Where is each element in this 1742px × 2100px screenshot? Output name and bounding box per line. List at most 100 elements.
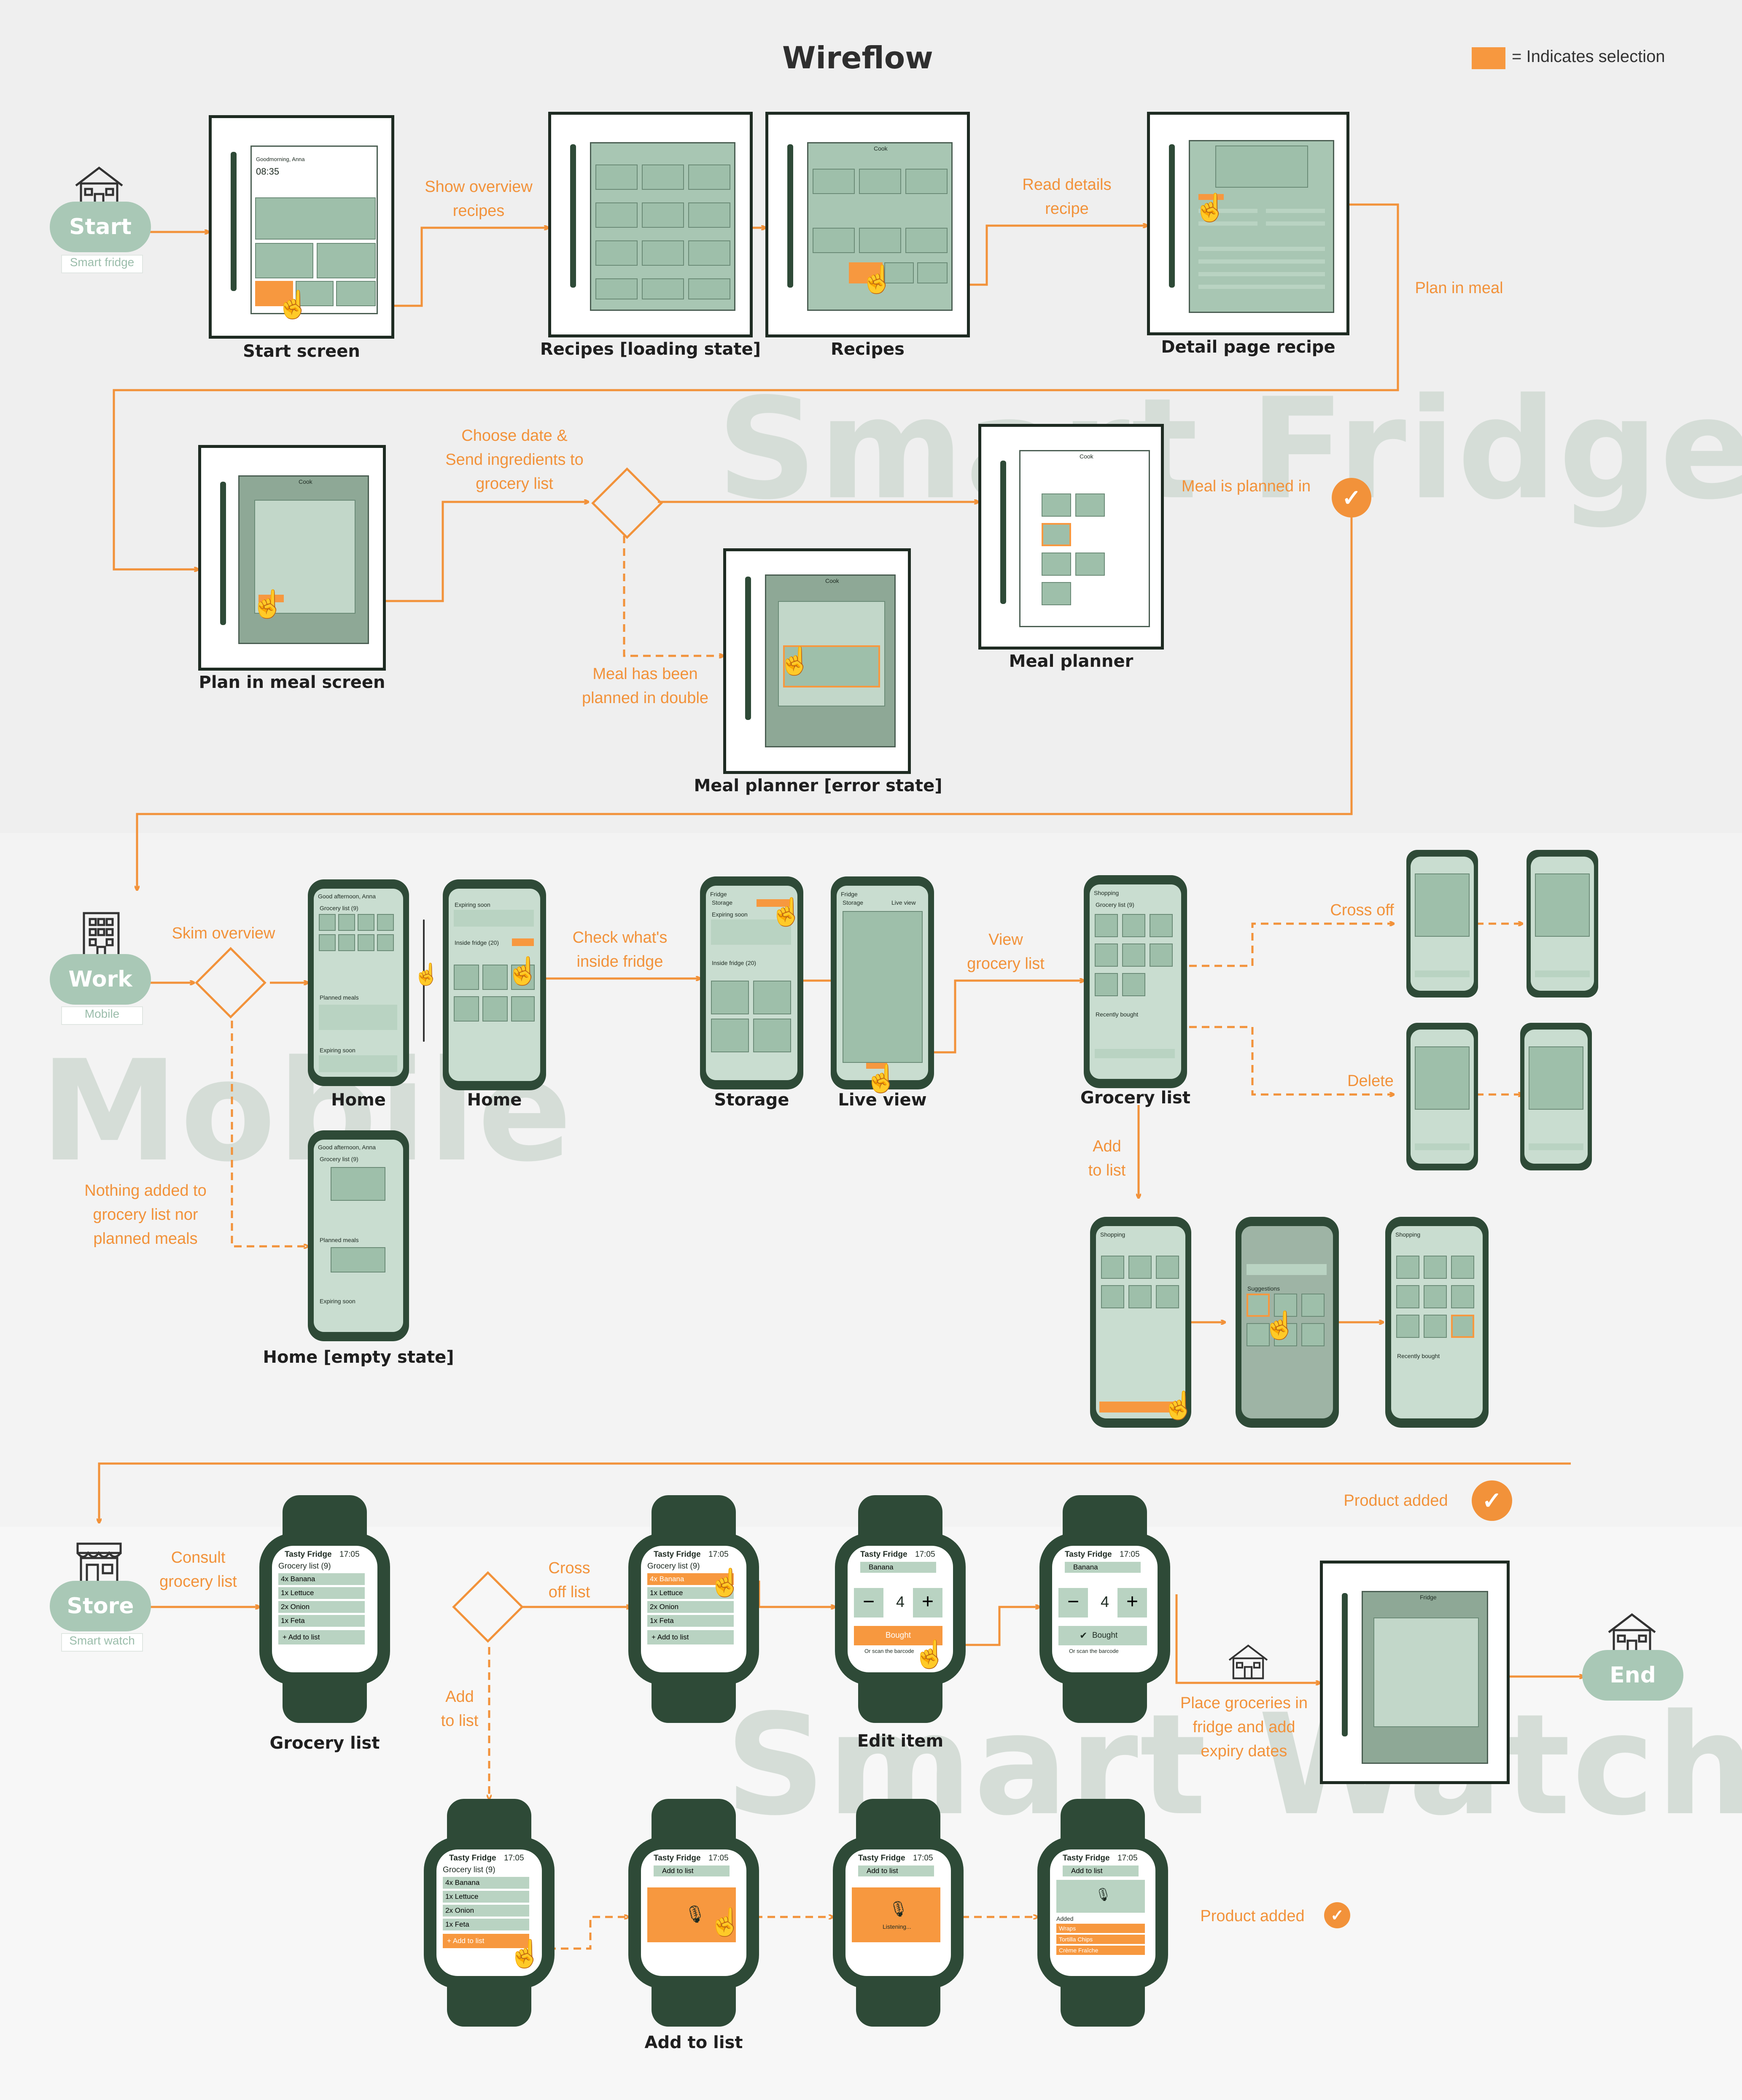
label-read-details: Read details recipe	[1022, 176, 1112, 218]
storage-expiring-label: Expiring soon	[712, 911, 748, 918]
watch3-item-name: Banana	[860, 1562, 936, 1573]
watch2-item-0[interactable]: 4x Banana	[647, 1573, 734, 1585]
add2-suggestions-label: Suggestions	[1247, 1285, 1280, 1292]
check-icon: ✓	[1324, 1902, 1350, 1928]
liveview-tab: Live view	[891, 899, 916, 906]
plus-button[interactable]: +	[1117, 1588, 1147, 1617]
caption-recipes: Recipes	[831, 340, 905, 359]
label-meal-double: Meal has been planned in double	[582, 665, 709, 707]
storage-tab: Storage	[712, 899, 733, 906]
home2-inside-fridge-label: Inside fridge (20)	[455, 939, 499, 946]
watch1-time: 17:05	[339, 1550, 360, 1559]
watch1-item-0[interactable]: 4x Banana	[278, 1573, 365, 1585]
grocery-shopping-label: Shopping	[1094, 890, 1119, 896]
watch5-item-2[interactable]: 2x Onion	[443, 1905, 529, 1917]
work-terminal: Work	[50, 954, 151, 1005]
label-plan-in-meal: Plan in meal	[1415, 279, 1503, 297]
work-terminal-sub: Mobile	[61, 1006, 143, 1025]
watch1-add-button[interactable]: + Add to list	[278, 1630, 365, 1644]
watch-edit-item: Tasty Fridge 17:05 Banana − 4 + Bought O…	[835, 1495, 966, 1723]
fridge-header: Fridge	[1420, 1594, 1437, 1601]
watch-add-list-3: Tasty Fridge 17:05 Add to list 🎙 Listeni…	[833, 1799, 964, 2027]
microphone-button[interactable]	[647, 1887, 736, 1942]
tap-hand-icon: ☝	[778, 646, 812, 676]
watch3-scan-hint: Or scan the barcode	[864, 1648, 914, 1654]
watch8-added-1[interactable]: Tortilla Chips	[1056, 1935, 1145, 1944]
minus-button[interactable]: −	[854, 1588, 883, 1617]
home-empty-greeting: Good afternoon, Anna	[318, 1144, 376, 1151]
watch8-mic-panel[interactable]	[1056, 1880, 1145, 1913]
watch7-time: 17:05	[913, 1854, 933, 1863]
cross-off-phone-1	[1406, 850, 1478, 997]
label-cross-off-watch: Cross off list	[548, 1559, 590, 1601]
home-greeting: Good afternoon, Anna	[318, 893, 376, 900]
label-show-overview: Show overview recipes	[425, 178, 533, 220]
watch2-item-1[interactable]: 1x Lettuce	[647, 1587, 734, 1599]
start-screen-frame: Goodmorning, Anna 08:35	[209, 115, 394, 339]
watermark-smart-fridge: Smart Fridge	[717, 368, 1742, 530]
watch5-time: 17:05	[504, 1854, 524, 1863]
selection-legend-swatch	[1472, 47, 1505, 69]
add-list-phone-3: Shopping Recently bought	[1385, 1217, 1489, 1428]
watch4-quantity: 4	[1101, 1593, 1109, 1610]
end-terminal: End	[1582, 1650, 1683, 1701]
add3-shopping-label: Shopping	[1395, 1231, 1421, 1238]
watch2-item-2[interactable]: 2x Onion	[647, 1601, 734, 1613]
caption-recipes-loading: Recipes [loading state]	[540, 340, 761, 359]
watch8-added-0[interactable]: Wraps	[1056, 1924, 1145, 1933]
label-delete: Delete	[1347, 1072, 1394, 1090]
plan-cook-header: Cook	[299, 478, 312, 485]
house-icon	[1228, 1644, 1268, 1679]
watch2-item-3[interactable]: 1x Feta	[647, 1615, 734, 1627]
watch5-item-0[interactable]: 4x Banana	[443, 1877, 529, 1889]
watch1-item-1[interactable]: 1x Lettuce	[278, 1587, 365, 1599]
caption-grocery-list-mobile: Grocery list	[1080, 1088, 1190, 1108]
plus-button[interactable]: +	[913, 1588, 942, 1617]
watch7-listening: Listening...	[883, 1923, 911, 1930]
watch4-time: 17:05	[1120, 1550, 1140, 1559]
watch6-time: 17:05	[708, 1854, 729, 1863]
watch5-item-3[interactable]: 1x Feta	[443, 1919, 529, 1930]
label-add-to-list-mobile: Add to list	[1088, 1138, 1126, 1179]
watch4-scan-hint: Or scan the barcode	[1069, 1648, 1119, 1654]
caption-home-empty: Home [empty state]	[263, 1348, 454, 1367]
caption-plan-in-meal: Plan in meal screen	[199, 673, 385, 692]
bought-button[interactable]: Bought	[854, 1626, 942, 1645]
cross-off-phone-2	[1527, 850, 1598, 997]
watch2-list-header: Grocery list (9)	[647, 1562, 700, 1571]
caption-add-to-list: Add to list	[644, 2033, 743, 2052]
watch1-item-2[interactable]: 2x Onion	[278, 1601, 365, 1613]
storage-inside-label: Inside fridge (20)	[712, 960, 757, 966]
start-time: 08:35	[256, 166, 280, 177]
watch1-item-3[interactable]: 1x Feta	[278, 1615, 365, 1627]
label-nothing-added: Nothing added to grocery list nor planne…	[84, 1182, 207, 1248]
meal-planner-error-display: Cook	[765, 574, 896, 747]
start-greeting: Goodmorning, Anna	[256, 156, 305, 162]
watch3-app: Tasty Fridge	[860, 1550, 907, 1559]
add3-recently-label: Recently bought	[1397, 1353, 1440, 1359]
watch2-add-button[interactable]: + Add to list	[647, 1630, 734, 1644]
caption-storage: Storage	[714, 1090, 789, 1110]
label-check-inside: Check what's inside fridge	[572, 929, 668, 970]
caption-edit-item: Edit item	[857, 1731, 944, 1751]
liveview-storage-tab: Storage	[843, 899, 864, 906]
meal-planner-frame: Cook	[978, 424, 1164, 650]
add-list-phone-2: Suggestions	[1236, 1217, 1339, 1428]
watch5-item-1[interactable]: 1x Lettuce	[443, 1891, 529, 1903]
microphone-icon: 🎙	[1095, 1888, 1112, 1902]
watch8-added-2[interactable]: Crème Fraîche	[1056, 1946, 1145, 1955]
minus-button[interactable]: −	[1058, 1588, 1088, 1617]
tap-hand-icon: ☝	[864, 1063, 898, 1094]
label-product-added-mobile: Product added	[1344, 1492, 1448, 1510]
planner-cook-header: Cook	[1080, 453, 1093, 460]
watch1-app: Tasty Fridge	[285, 1550, 332, 1559]
storage-fridge-label: Fridge	[710, 891, 727, 898]
recipes-cook-header: Cook	[874, 145, 888, 152]
store-terminal: Store	[50, 1581, 151, 1631]
tap-hand-icon: ☝	[708, 1907, 742, 1937]
home-planned-meals-label: Planned meals	[320, 994, 359, 1001]
watch5-add-button[interactable]: + Add to list	[443, 1934, 529, 1948]
fridge-storage-display: Fridge	[1362, 1591, 1488, 1764]
microphone-icon: 🎙	[684, 1905, 706, 1924]
meal-planner-display: Cook	[1019, 450, 1150, 627]
